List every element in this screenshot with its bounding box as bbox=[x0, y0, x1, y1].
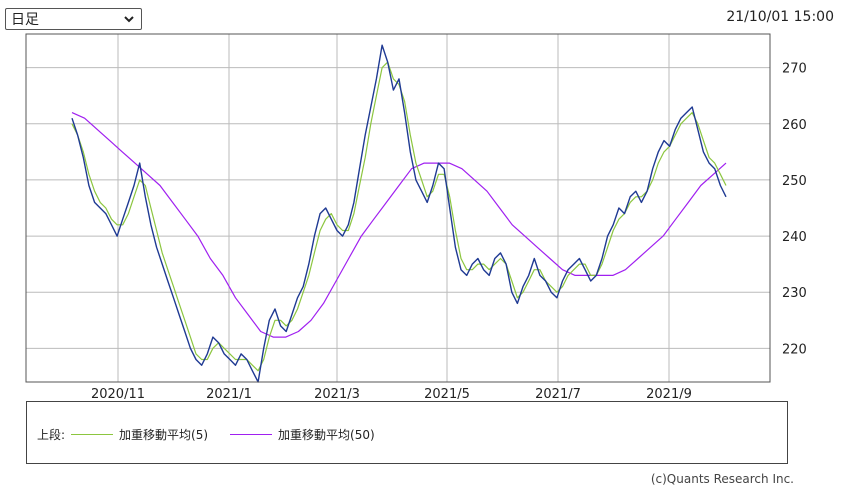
chevron-down-icon bbox=[124, 16, 134, 23]
x-axis-labels: 2020/11 2021/1 2021/3 2021/5 2021/7 2021/9 bbox=[91, 387, 692, 400]
legend-text-wma50: 加重移動平均(50) bbox=[278, 428, 375, 442]
legend-swatch-wma50 bbox=[230, 434, 273, 435]
credit: (c)Quants Research Inc. bbox=[650, 472, 794, 486]
series-line-wma50 bbox=[71, 112, 727, 338]
legend-swatch-wma5 bbox=[71, 434, 114, 435]
y-tick-label: 220 bbox=[782, 342, 807, 357]
legend-item-wma50: 加重移動平均(50) bbox=[224, 426, 375, 443]
x-tick-label: 2020/11 bbox=[91, 387, 145, 400]
legend-label: 上段: bbox=[37, 428, 66, 442]
chart-grid bbox=[26, 34, 770, 382]
series-line-wma5 bbox=[71, 61, 727, 372]
y-axis-labels: 220 230 240 250 260 270 bbox=[782, 62, 807, 358]
period-select-value: 日足 bbox=[11, 12, 39, 28]
y-tick-label: 240 bbox=[782, 230, 807, 245]
price-chart: 2020/11 2021/1 2021/3 2021/5 2021/7 2021/9 22… bbox=[25, 33, 807, 400]
y-tick-label: 260 bbox=[782, 118, 807, 133]
x-tick-label: 2021/7 bbox=[535, 387, 581, 400]
x-tick-label: 2021/3 bbox=[314, 387, 360, 400]
x-tick-label: 2021/9 bbox=[646, 387, 692, 400]
legend-text-wma5: 加重移動平均(5) bbox=[119, 428, 209, 442]
chart-lines bbox=[71, 44, 727, 383]
plot-frame bbox=[25, 33, 771, 383]
x-tick-label: 2021/1 bbox=[206, 387, 252, 400]
series-line-price bbox=[71, 44, 727, 383]
y-tick-label: 230 bbox=[782, 286, 807, 301]
x-tick-label: 2021/5 bbox=[424, 387, 470, 400]
legend-item-wma5: 加重移動平均(5) bbox=[65, 426, 208, 443]
y-tick-label: 270 bbox=[782, 62, 807, 77]
legend-box: 上段: 加重移動平均(5) 加重移動平均(50) bbox=[26, 401, 788, 464]
legend-row: 上段: 加重移動平均(5) 加重移動平均(50) bbox=[37, 426, 391, 443]
y-tick-label: 250 bbox=[782, 174, 807, 189]
period-select[interactable]: 日足 bbox=[5, 8, 142, 30]
timestamp: 21/10/01 15:00 bbox=[726, 9, 834, 25]
